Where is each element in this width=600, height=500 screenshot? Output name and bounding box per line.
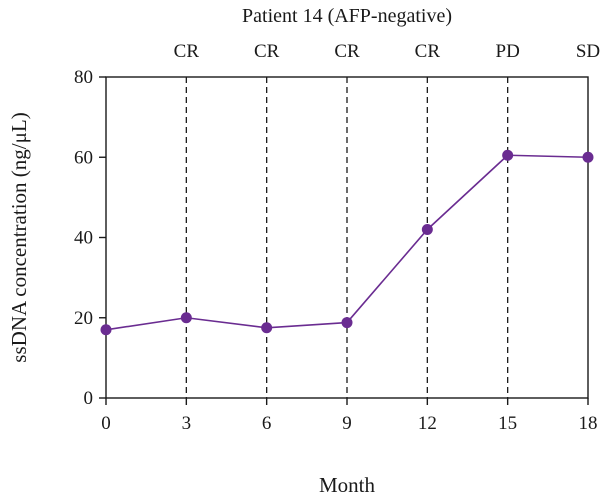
event-label-4: PD <box>496 41 520 62</box>
x-tick-label-1: 3 <box>182 413 192 434</box>
y-tick-label-3: 60 <box>74 147 93 168</box>
x-tick-label-6: 18 <box>579 413 598 434</box>
event-label-3: CR <box>415 41 441 62</box>
x-tick-label-0: 0 <box>101 413 111 434</box>
data-point-0-6 <box>582 151 594 163</box>
data-point-0-3 <box>341 317 353 329</box>
y-axis-ticks: 0 20 40 60 80 <box>74 67 106 409</box>
event-annotations: CR CR CR CR PD SD <box>174 41 600 62</box>
event-label-0: CR <box>174 41 200 62</box>
data-series <box>100 149 594 336</box>
x-axis-label: Month <box>319 473 376 497</box>
x-tick-label-3: 9 <box>342 413 352 434</box>
data-point-0-1 <box>180 312 192 324</box>
chart-title: Patient 14 (AFP-negative) <box>242 5 452 27</box>
x-axis-ticks: 0 3 6 9 12 15 18 <box>101 398 598 434</box>
data-point-0-2 <box>261 322 273 334</box>
y-tick-label-0: 0 <box>84 388 94 409</box>
x-tick-label-4: 12 <box>418 413 437 434</box>
data-point-0-0 <box>100 324 112 336</box>
y-tick-label-4: 80 <box>74 67 93 88</box>
event-label-1: CR <box>254 41 280 62</box>
x-tick-label-5: 15 <box>498 413 517 434</box>
y-axis-label: ssDNA concentration (ng/μL) <box>7 112 31 362</box>
x-tick-label-2: 6 <box>262 413 272 434</box>
data-point-0-4 <box>421 223 433 235</box>
y-tick-label-2: 40 <box>74 228 93 249</box>
event-label-2: CR <box>334 41 360 62</box>
event-lines <box>185 77 509 398</box>
y-tick-label-1: 20 <box>74 308 93 329</box>
event-label-5: SD <box>576 41 600 62</box>
data-point-0-5 <box>502 149 514 161</box>
